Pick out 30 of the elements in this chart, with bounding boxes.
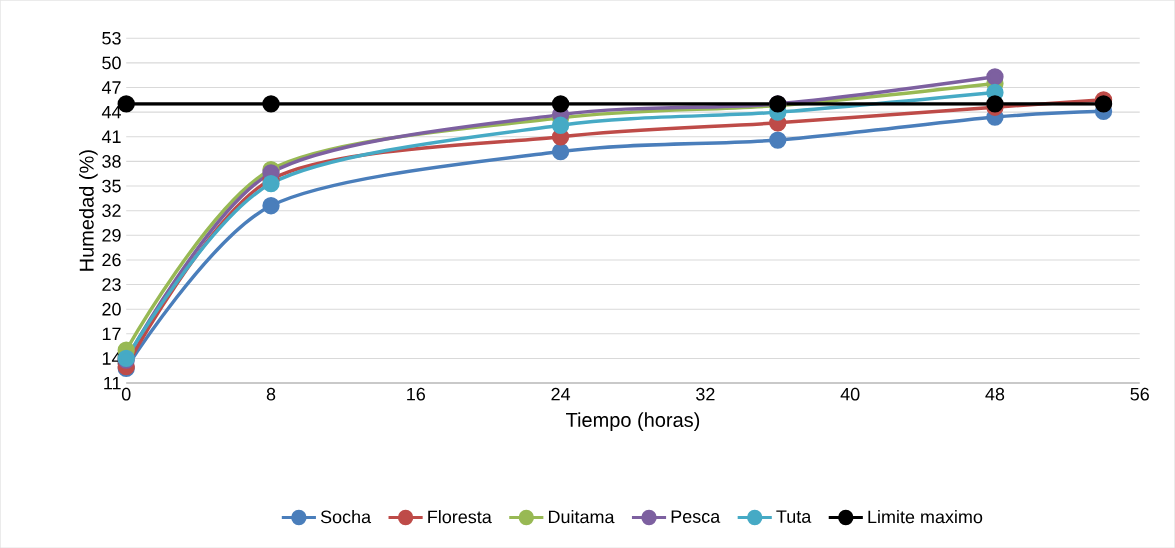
x-axis-title: Tiempo (horas) <box>566 412 700 431</box>
legend-label: Floresta <box>428 509 492 524</box>
y-tick-label: 47 <box>101 81 121 94</box>
legend-label: Limite maximo <box>868 509 983 524</box>
legend-label: Tuta <box>776 510 812 523</box>
x-tick-label: 56 <box>1130 387 1149 401</box>
y-axis-title: Humedad (%) <box>79 150 98 271</box>
x-tick-label: 16 <box>407 387 426 401</box>
y-tick-label: 17 <box>102 327 121 340</box>
y-tick-label: 50 <box>102 56 121 70</box>
legend-label: Duitama <box>548 509 615 524</box>
y-tick-label: 44 <box>101 105 121 119</box>
y-tick-label: 53 <box>102 31 121 45</box>
y-tick-label: 20 <box>102 302 121 316</box>
y-tick-label: 26 <box>102 253 121 267</box>
y-tick-label: 41 <box>101 130 121 143</box>
legend-label: Pesca <box>671 510 721 523</box>
x-tick-label: 32 <box>696 387 715 401</box>
x-tick-label: 24 <box>551 387 571 401</box>
y-tick-label: 23 <box>102 278 121 291</box>
x-tick-label: 8 <box>266 387 276 401</box>
y-tick-label: 32 <box>102 204 121 217</box>
y-tick-label: 11 <box>104 376 121 390</box>
y-tick-label: 38 <box>102 154 121 168</box>
y-tick-label: 29 <box>102 228 121 242</box>
legend-label: Socha <box>320 509 372 524</box>
x-tick-label: 48 <box>985 387 1005 401</box>
x-tick-label: 40 <box>840 387 860 401</box>
y-tick-label: 35 <box>102 179 121 193</box>
x-tick-label: 0 <box>121 387 131 401</box>
